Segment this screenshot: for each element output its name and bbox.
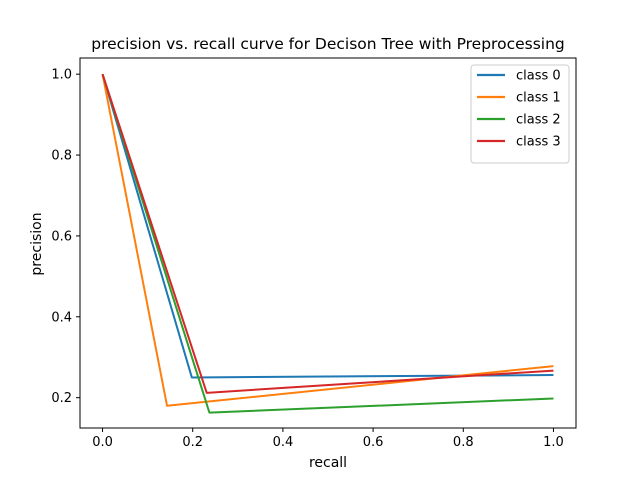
x-tick-label: 1.0 [543, 435, 564, 450]
legend: class 0 class 1 class 2 class 3 [470, 64, 570, 164]
x-tick-label: 0.2 [182, 435, 203, 450]
legend-label: class 2 [516, 113, 561, 128]
y-axis-label: precision [29, 212, 45, 275]
legend-box [470, 64, 570, 164]
series-layer [101, 73, 554, 414]
series-line-class-2 [101, 73, 554, 414]
series-line-class-3 [101, 73, 554, 394]
legend-label: class 3 [516, 135, 561, 150]
x-axis: 0.0 0.2 0.4 0.6 0.8 1.0 [92, 428, 564, 450]
y-tick-label: 0.6 [51, 229, 72, 244]
y-tick-label: 0.4 [51, 310, 72, 325]
chart-title: precision vs. recall curve for Decison T… [91, 35, 565, 53]
x-tick-label: 0.4 [273, 435, 294, 450]
x-axis-label: recall [309, 455, 347, 471]
y-tick-label: 0.2 [51, 391, 72, 406]
y-tick-label: 0.8 [51, 149, 72, 164]
x-tick-label: 0.6 [363, 435, 384, 450]
x-tick-label: 0.8 [453, 435, 474, 450]
y-tick-label: 1.0 [51, 68, 72, 83]
series-line-class-0 [101, 73, 554, 379]
x-tick-label: 0.0 [92, 435, 113, 450]
legend-label: class 1 [516, 91, 561, 106]
plot-frame [79, 57, 577, 429]
legend-label: class 0 [516, 69, 561, 84]
y-axis: 0.2 0.4 0.6 0.8 1.0 [51, 68, 80, 406]
